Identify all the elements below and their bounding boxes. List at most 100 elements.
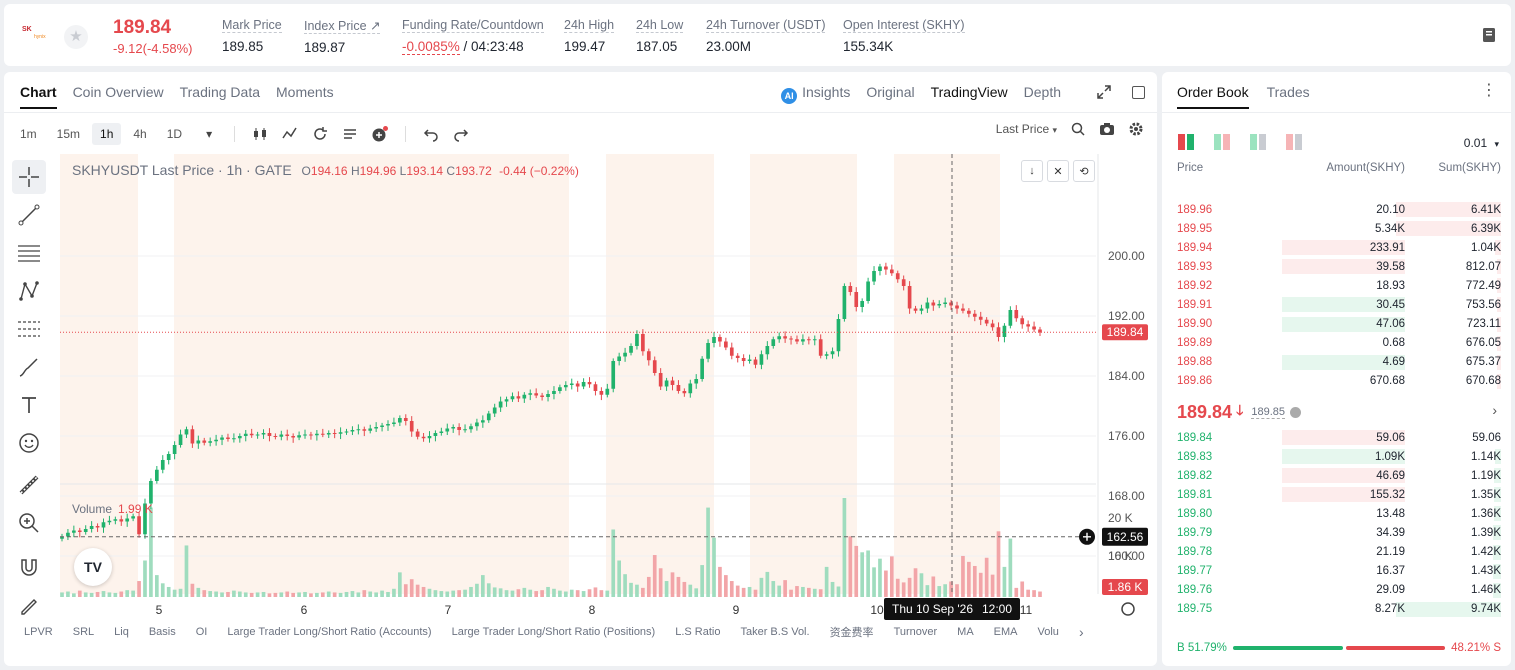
timeframe-15m[interactable]: 15m (56, 127, 81, 141)
camera-icon[interactable] (1099, 122, 1115, 136)
undo-icon[interactable] (422, 125, 440, 143)
candlestick-chart[interactable]: 200.00 192.00 184.00 176.00 168.00 160.00 20 K… (4, 154, 1157, 634)
indicator-lpvr[interactable]: LPVR (24, 626, 53, 638)
ask-row[interactable]: 189.86 670.68 670.68 (1162, 372, 1511, 391)
tab-tradingview[interactable]: TradingView (930, 84, 1008, 100)
price-type-select[interactable]: Last Price ▾ (995, 122, 1057, 136)
volume-bar (220, 592, 224, 597)
tab-insights[interactable]: AI Insights (781, 84, 850, 104)
ruler-tool-icon[interactable] (12, 468, 46, 502)
magnet-tool-icon[interactable] (12, 550, 46, 584)
volume-bar (712, 537, 716, 597)
indicator-lt-accounts[interactable]: Large Trader Long/Short Ratio (Accounts) (227, 626, 432, 638)
ask-row[interactable]: 189.89 0.68 676.05 (1162, 334, 1511, 353)
favorite-star-icon[interactable]: ★ (64, 25, 88, 49)
bid-row[interactable]: 189.83 1.09K 1.14K (1162, 447, 1511, 466)
bid-row[interactable]: 189.77 16.37 1.43K (1162, 562, 1511, 581)
ask-row[interactable]: 189.88 4.69 675.37 (1162, 353, 1511, 372)
candle-type-icon[interactable] (251, 125, 269, 143)
scroll-down-icon[interactable]: ↓ (1021, 160, 1043, 182)
indicators-icon[interactable] (281, 125, 299, 143)
window-icon[interactable] (1132, 86, 1145, 99)
indicator-ls-ratio[interactable]: L.S Ratio (675, 626, 721, 638)
indicator-volume[interactable]: Volu (1037, 626, 1059, 638)
bid-row[interactable]: 189.79 34.39 1.39K (1162, 523, 1511, 542)
collapse-icon[interactable]: ✕ (1047, 160, 1069, 182)
more-options-icon[interactable]: ⋮ (1481, 82, 1497, 99)
bid-row[interactable]: 189.76 29.09 1.46K (1162, 581, 1511, 600)
timeframe-1d[interactable]: 1D (166, 127, 183, 141)
view-bids-icon[interactable] (1214, 134, 1230, 150)
indicator-oi[interactable]: OI (195, 626, 208, 638)
volume-bar (599, 590, 604, 597)
ask-row[interactable]: 189.91 30.45 753.56 (1162, 295, 1511, 314)
tab-trades[interactable]: Trades (1266, 84, 1310, 100)
indicator-liq[interactable]: Liq (114, 626, 129, 638)
book-icon[interactable] (1481, 26, 1497, 44)
emoji-tool-icon[interactable] (12, 426, 46, 460)
bid-row[interactable]: 189.75 8.27K 9.74K (1162, 600, 1511, 619)
ask-row[interactable]: 189.94 233.91 1.04K (1162, 238, 1511, 257)
bid-row[interactable]: 189.84 59.06 59.06 (1162, 428, 1511, 447)
view-asks-icon[interactable] (1250, 134, 1266, 150)
timeframe-1m[interactable]: 1m (20, 127, 37, 141)
volume-bar (759, 577, 764, 597)
indicator-funding[interactable]: 资金费率 (829, 627, 874, 639)
lock-draw-tool-icon[interactable] (12, 588, 46, 622)
tab-order-book[interactable]: Order Book (1177, 84, 1249, 109)
add-alert-icon[interactable] (371, 125, 389, 143)
ask-row[interactable]: 189.95 5.34K 6.39K (1162, 219, 1511, 238)
view-both-icon[interactable] (1178, 134, 1194, 150)
ask-row[interactable]: 189.96 20.10 6.41K (1162, 200, 1511, 219)
chart-tabs: Chart Coin Overview Trading Data Moments (20, 84, 334, 109)
ask-row[interactable]: 189.90 47.06 723.11 (1162, 315, 1511, 334)
indicator-turnover[interactable]: Turnover (893, 626, 938, 638)
tab-depth[interactable]: Depth (1023, 84, 1061, 100)
settings-gear-icon[interactable] (1129, 122, 1143, 136)
timeframe-4h[interactable]: 4h (133, 127, 147, 141)
tab-moments[interactable]: Moments (276, 84, 334, 100)
search-icon[interactable] (1071, 122, 1085, 136)
order-sum: 1.04K (1470, 241, 1501, 254)
trend-line-tool-icon[interactable] (12, 198, 46, 232)
text-tool-icon[interactable] (12, 388, 46, 422)
ask-row[interactable]: 189.93 39.58 812.07 (1162, 257, 1511, 276)
reset-view-icon[interactable]: ⟲ (1073, 160, 1095, 182)
candle (72, 530, 76, 533)
tradingview-logo[interactable]: TV (74, 548, 112, 586)
bid-row[interactable]: 189.81 155.32 1.35K (1162, 485, 1511, 504)
indicator-basis[interactable]: Basis (148, 626, 176, 638)
bid-row[interactable]: 189.80 13.48 1.36K (1162, 504, 1511, 523)
crosshair-tool-icon[interactable] (12, 160, 46, 194)
timeframe-dropdown-icon[interactable]: ▾ (206, 127, 213, 141)
tick-size-select[interactable]: 0.01 ▾ (1463, 136, 1499, 150)
indicator-ma[interactable]: MA (957, 626, 974, 638)
tab-coin-overview[interactable]: Coin Overview (72, 84, 164, 100)
brush-tool-icon[interactable] (12, 350, 46, 384)
indicator-taker-vol[interactable]: Taker B.S Vol. (740, 626, 810, 638)
timeframe-1h[interactable]: 1h (92, 123, 122, 145)
chevron-right-icon[interactable]: › (1078, 624, 1084, 640)
expand-icon[interactable] (1097, 85, 1111, 99)
chevron-right-icon[interactable]: › (1492, 402, 1497, 418)
zoom-tool-icon[interactable] (12, 506, 46, 540)
chart-svg[interactable]: 200.00 192.00 184.00 176.00 168.00 160.00 20 K… (4, 154, 1157, 634)
volume-bar (160, 583, 165, 597)
redo-icon[interactable] (452, 125, 470, 143)
indicator-lt-positions[interactable]: Large Trader Long/Short Ratio (Positions… (451, 626, 656, 638)
ask-row[interactable]: 189.92 18.93 772.49 (1162, 276, 1511, 295)
fib-tool-icon[interactable] (12, 312, 46, 346)
tab-trading-data[interactable]: Trading Data (179, 84, 261, 100)
indicator-srl[interactable]: SRL (72, 626, 95, 638)
bid-row[interactable]: 189.78 21.19 1.42K (1162, 543, 1511, 562)
templates-icon[interactable] (341, 125, 359, 143)
indicator-ema[interactable]: EMA (993, 626, 1018, 638)
tab-chart[interactable]: Chart (20, 84, 57, 109)
pattern-tool-icon[interactable] (12, 274, 46, 308)
stat-index-price[interactable]: Index Price ↗ 189.87 (304, 19, 381, 55)
bid-row[interactable]: 189.82 46.69 1.19K (1162, 466, 1511, 485)
replay-icon[interactable] (311, 125, 329, 143)
tab-original[interactable]: Original (866, 84, 915, 100)
view-depth-icon[interactable] (1286, 134, 1302, 150)
horizontal-lines-tool-icon[interactable] (12, 236, 46, 270)
